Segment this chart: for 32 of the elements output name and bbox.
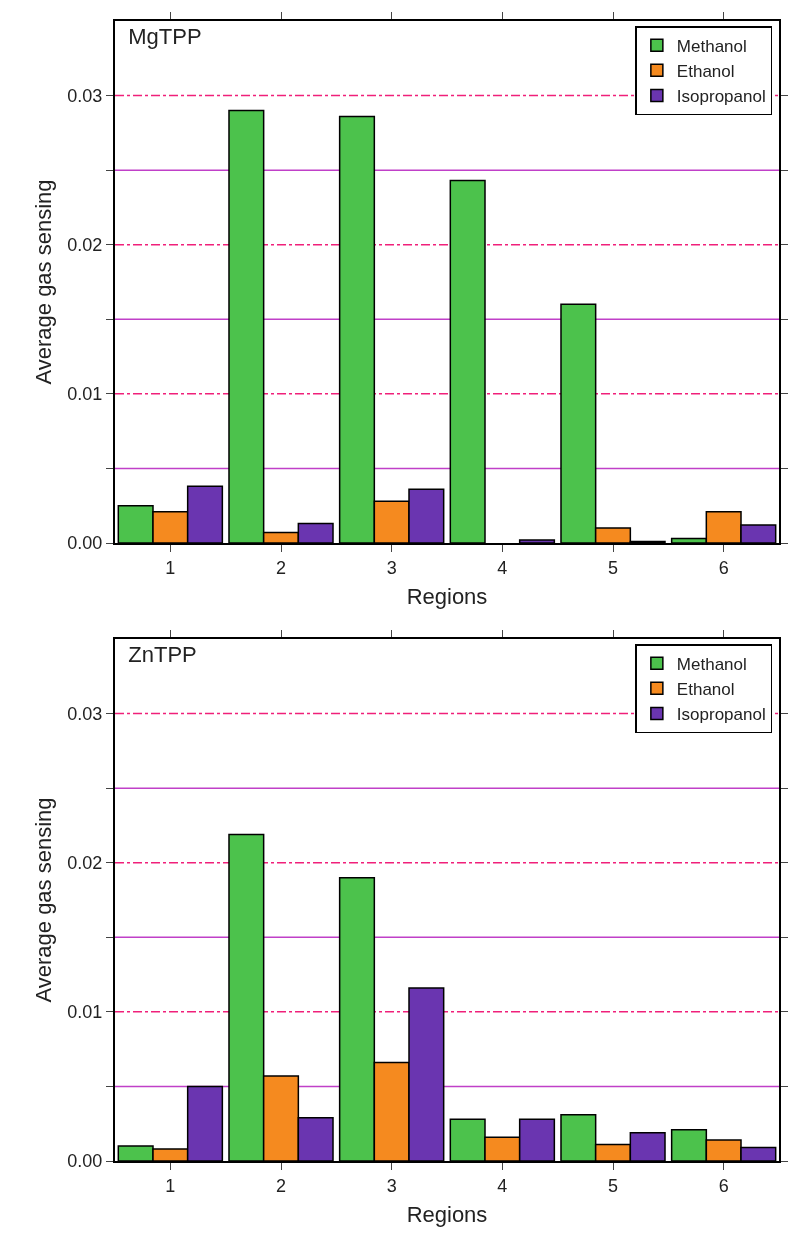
- legend-label: Ethanol: [676, 62, 735, 81]
- x-tick-label: 5: [607, 557, 619, 578]
- x-tick-label: 1: [165, 557, 176, 578]
- y-tick-label: 0.03: [67, 85, 103, 106]
- chart-title: ZnTPP: [128, 642, 197, 668]
- y-tick-label: 0.01: [67, 1002, 103, 1023]
- y-tick-label: 0.02: [67, 853, 103, 874]
- x-tick-label: 2: [275, 557, 287, 578]
- y-tick-label: 0.03: [67, 703, 103, 724]
- legend-label: Methanol: [676, 654, 747, 674]
- x-tick-label: 2: [275, 1175, 287, 1196]
- legend-label: Methanol: [676, 36, 747, 56]
- y-tick-label: 0.01: [67, 384, 103, 405]
- x-tick-label: 6: [718, 557, 729, 578]
- x-tick-label: 5: [607, 1175, 619, 1196]
- x-axis-title: Regions: [406, 584, 488, 609]
- x-axis-title: Regions: [406, 1202, 488, 1227]
- x-tick-label: 3: [386, 557, 397, 578]
- legend-label: Isopropanol: [676, 87, 766, 107]
- y-axis-title: Average gas sensing: [30, 797, 56, 1003]
- x-tick-label: 4: [497, 1175, 508, 1196]
- chart-title: MgTPP: [128, 24, 202, 50]
- x-tick-label: 4: [497, 557, 508, 578]
- y-tick-label: 0.02: [67, 235, 103, 256]
- y-tick-label: 0.00: [67, 533, 103, 554]
- legend-label: Ethanol: [676, 680, 735, 699]
- x-tick-label: 3: [386, 1175, 397, 1196]
- legend-label: Isopropanol: [676, 705, 766, 725]
- y-axis-title: Average gas sensing: [30, 179, 56, 385]
- x-tick-label: 1: [165, 1175, 176, 1196]
- y-tick-label: 0.00: [67, 1151, 103, 1172]
- x-tick-label: 6: [718, 1175, 729, 1196]
